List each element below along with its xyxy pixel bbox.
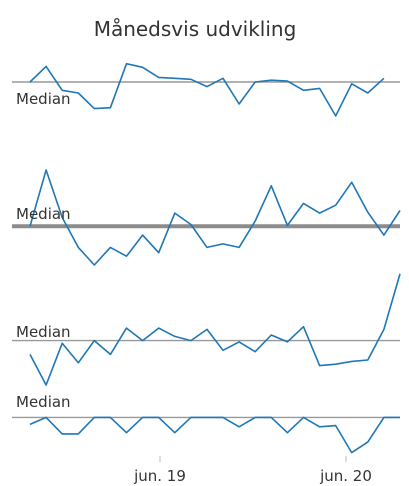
chart-title: Månedsvis udvikling (94, 17, 297, 41)
series-line (29, 62, 385, 117)
panels: Median Median Median Median (12, 62, 401, 454)
median-label: Median (16, 323, 71, 341)
panel-3: Median (12, 273, 401, 386)
series-line (29, 416, 400, 454)
series-line (29, 169, 401, 266)
x-axis: jun. 19 jun. 20 (133, 456, 372, 485)
panel-4: Median (12, 393, 400, 454)
x-tick-label: jun. 19 (133, 467, 186, 485)
median-label: Median (16, 90, 71, 108)
median-label: Median (16, 393, 71, 411)
series-line (29, 273, 401, 386)
panel-1: Median (12, 62, 400, 117)
x-tick-label: jun. 20 (319, 467, 372, 485)
median-label: Median (16, 205, 71, 223)
panel-2: Median (12, 169, 401, 266)
